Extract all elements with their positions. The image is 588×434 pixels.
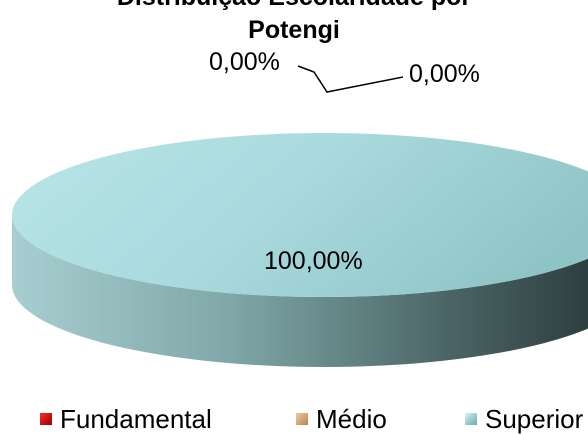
chart-title-line2: Potengi [248, 16, 340, 44]
legend-item-fundamental: Fundamental [40, 404, 212, 434]
pie-slice-superior [12, 133, 588, 297]
legend-item-superior: Superior [465, 404, 583, 434]
legend-label-fundamental: Fundamental [60, 404, 212, 434]
data-label-medio: 0,00% [409, 60, 480, 88]
legend-label-medio: Médio [316, 404, 387, 434]
legend-swatch-superior [465, 413, 477, 425]
leader-line [297, 65, 404, 93]
legend: Fundamental Médio Superior [0, 404, 588, 434]
legend-item-medio: Médio [296, 404, 387, 434]
chart-title-line1: Distribuição Escolaridade por [0, 0, 588, 12]
legend-swatch-fundamental [40, 413, 52, 425]
data-label-superior: 100,00% [264, 247, 363, 275]
legend-swatch-medio [296, 413, 308, 425]
data-label-fundamental: 0,00% [209, 48, 280, 76]
legend-label-superior: Superior [485, 404, 584, 434]
pie-slice-side-superior [12, 215, 588, 367]
